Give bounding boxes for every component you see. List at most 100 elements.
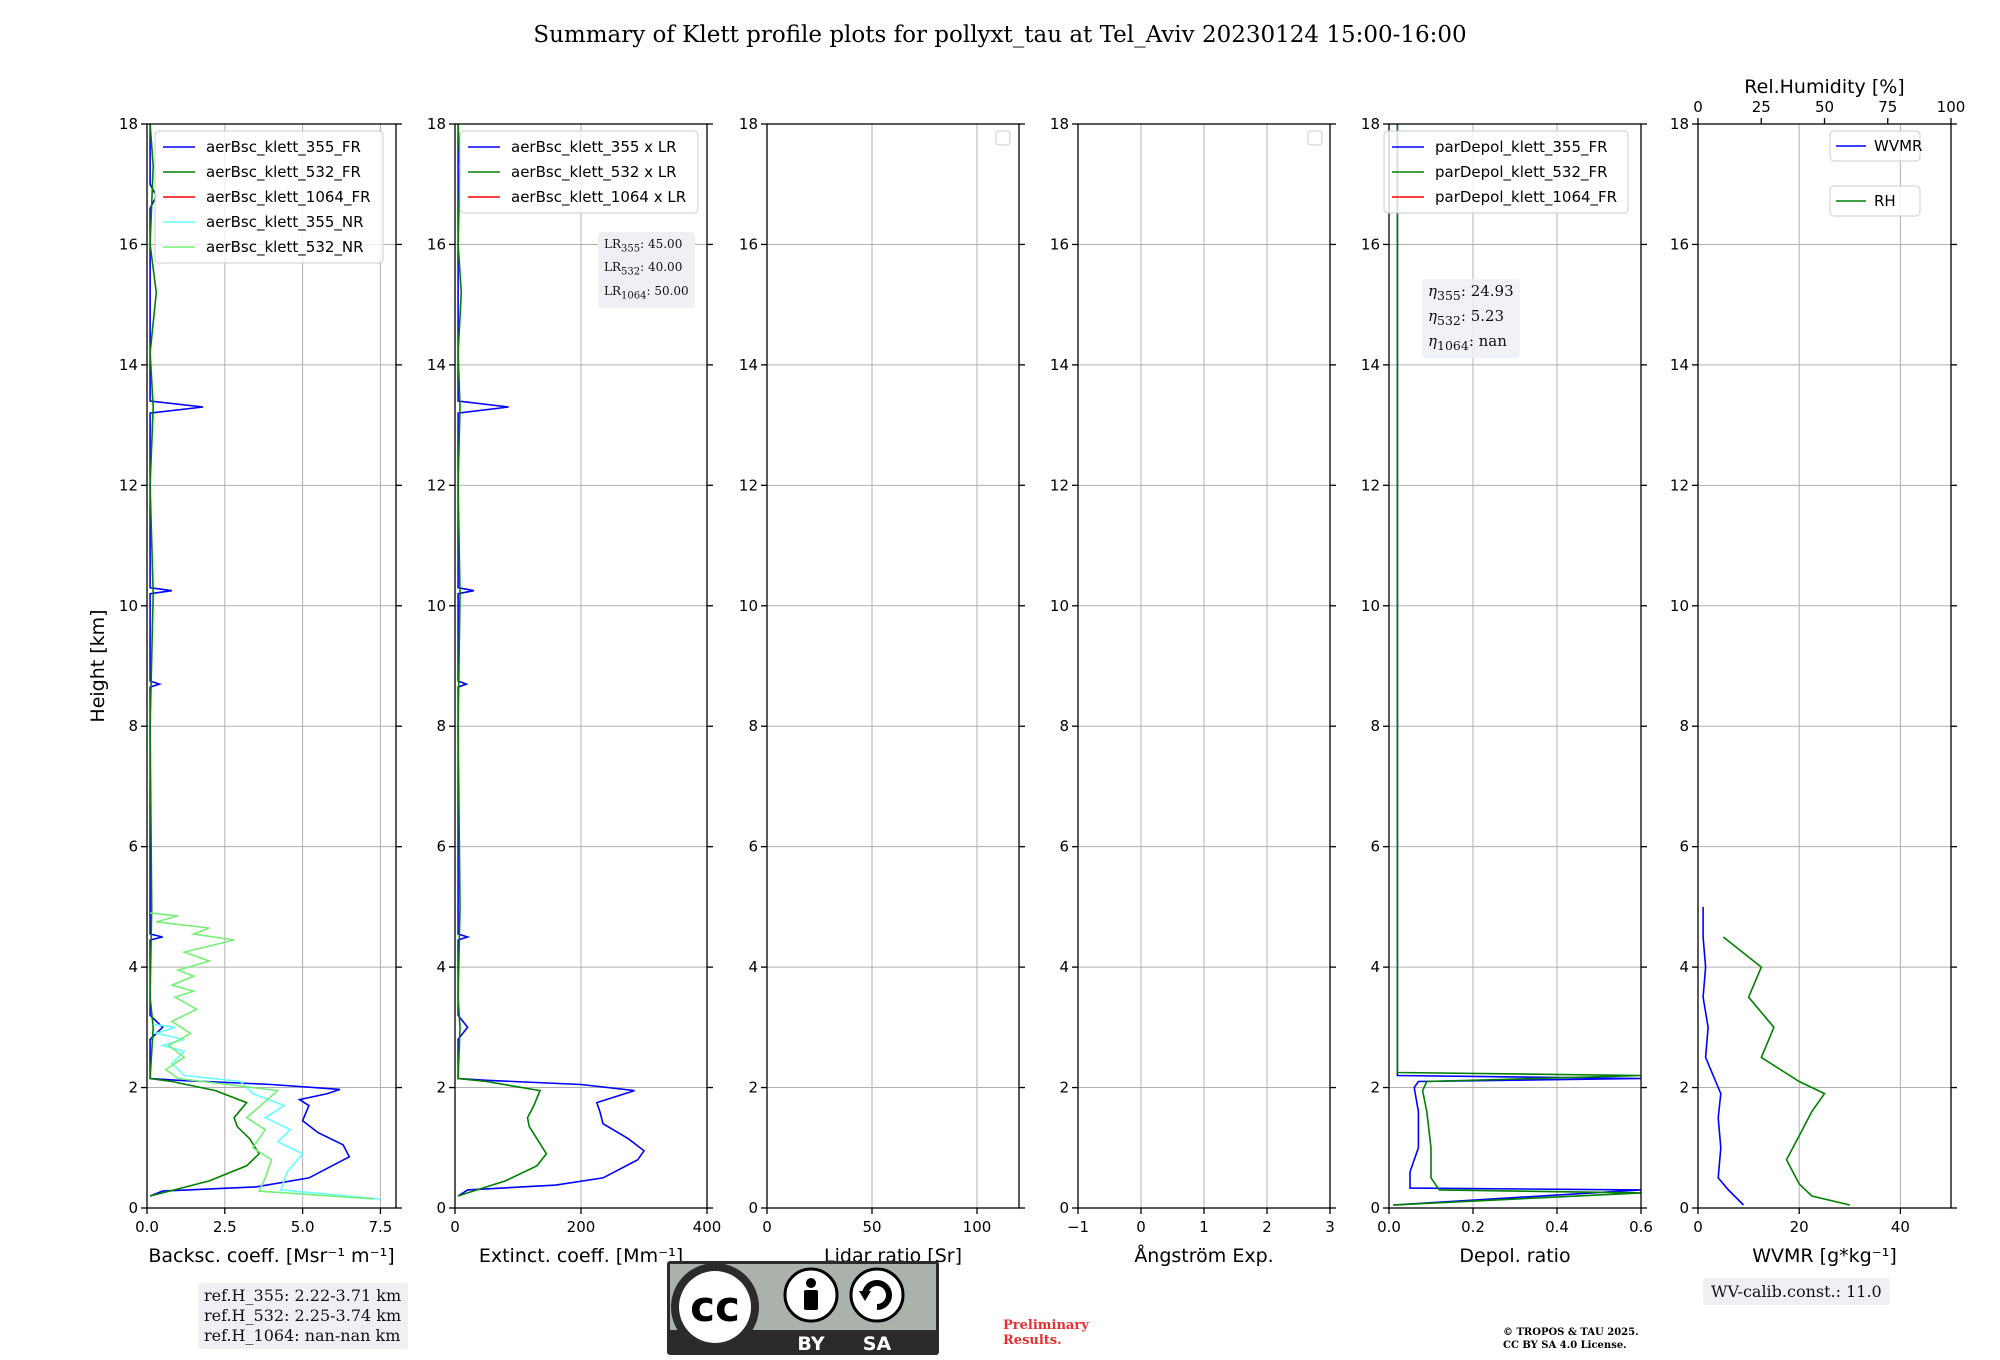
x-tick-label: 0 — [1693, 1218, 1703, 1236]
legend-box — [1383, 130, 1629, 214]
ref-height-355: ref.H_355: 2.22-3.71 km — [204, 1286, 402, 1305]
x-tick-label: 2 — [1262, 1218, 1272, 1236]
x-tick-label: 5.0 — [291, 1218, 315, 1236]
x-tick-label: 400 — [693, 1218, 722, 1236]
cc-letters: cc — [690, 1282, 740, 1331]
x-tick-label: 0.0 — [1377, 1218, 1401, 1236]
legend-label: aerBsc_klett_355_NR — [206, 213, 364, 232]
copyright-line-2: CC BY SA 4.0 License. — [1503, 1340, 1627, 1351]
preliminary-note: Preliminary Results. — [1003, 1318, 1089, 1348]
y-tick-label: 16 — [1361, 235, 1380, 253]
ref-height-532: ref.H_532: 2.25-3.74 km — [204, 1306, 402, 1325]
y-tick-label: 8 — [128, 717, 138, 735]
panel-backscatter: 0 2 4 6 8 10 12 14 16 18 0.0 2.5 5.0 7.5 Backsc. coeff… — [87, 115, 402, 1267]
x-tick-label: 0.0 — [135, 1218, 159, 1236]
y-tick-label: 16 — [427, 235, 446, 253]
axes-frame — [1388, 123, 1642, 1209]
y-tick-label: 10 — [1670, 597, 1689, 615]
eta-532: η532: 5.23 — [1428, 307, 1505, 328]
legend-label: parDepol_klett_532_FR — [1435, 163, 1608, 182]
x-tick-label: 200 — [567, 1218, 596, 1236]
preliminary-line-2: Results. — [1003, 1333, 1062, 1348]
top-x-tick-label: 0 — [1693, 98, 1703, 116]
legend-box — [154, 130, 384, 264]
y-tick-label: 8 — [1059, 717, 1069, 735]
top-x-tick-label: 100 — [1937, 98, 1966, 116]
wv-calibration-box: WV-calib.const.: 11.0 — [1703, 1278, 1890, 1305]
eta-box: η355: 24.93 η532: 5.23 η1064: nan — [1422, 279, 1520, 358]
y-tick-label: 0 — [436, 1199, 446, 1217]
y-tick-label: 16 — [739, 235, 758, 253]
legend-label: aerBsc_klett_532_NR — [206, 238, 364, 257]
y-tick-label: 4 — [1370, 958, 1380, 976]
x-tick-label: 1 — [1199, 1218, 1209, 1236]
y-tick-label: 12 — [427, 476, 446, 494]
x-tick-label: 0.2 — [1461, 1218, 1485, 1236]
x-tick-label: 100 — [963, 1218, 992, 1236]
y-tick-label: 18 — [119, 115, 138, 133]
lr-532: LR532: 40.00 — [604, 260, 683, 278]
legend-label: parDepol_klett_1064_FR — [1435, 188, 1617, 207]
x-axis-label: Backsc. coeff. [Msr⁻¹ m⁻¹] — [148, 1245, 394, 1267]
x-axis-label: Depol. ratio — [1459, 1245, 1570, 1267]
x-tick-label: 0.4 — [1545, 1218, 1569, 1236]
cc-sa-label: SA — [863, 1333, 892, 1355]
lr-355: LR355: 45.00 — [604, 237, 683, 255]
eta-355: η355: 24.93 — [1428, 282, 1514, 303]
y-tick-label: 8 — [748, 717, 758, 735]
x-tick-label: 0 — [1136, 1218, 1146, 1236]
top-x-tick-label: 75 — [1878, 98, 1897, 116]
empty-legend — [1307, 130, 1323, 146]
y-tick-label: 16 — [1050, 235, 1069, 253]
x-tick-label: 7.5 — [369, 1218, 393, 1236]
x-tick-label: 20 — [1790, 1218, 1809, 1236]
y-tick-label: 8 — [436, 717, 446, 735]
y-tick-label: 2 — [1679, 1079, 1689, 1097]
y-tick-label: 16 — [119, 235, 138, 253]
legend-label: aerBsc_klett_1064 x LR — [511, 188, 686, 207]
legend-box — [1829, 130, 1921, 162]
y-tick-label: 4 — [436, 958, 446, 976]
y-tick-label: 12 — [1361, 476, 1380, 494]
series-aerBsc_klett_355_FR — [149, 124, 351, 1197]
reference-height-box: ref.H_355: 2.22-3.71 km ref.H_532: 2.25-… — [198, 1283, 408, 1349]
series-aerBsc_klett_532_NR — [150, 912, 375, 1200]
x-tick-label: −1 — [1067, 1218, 1089, 1236]
x-tick-label: 40 — [1891, 1218, 1910, 1236]
series-WVMR — [1702, 906, 1745, 1206]
legend-label: parDepol_klett_355_FR — [1435, 138, 1608, 157]
y-tick-label: 14 — [1361, 356, 1380, 374]
cc-license-badge: cc BY SA — [667, 1261, 939, 1355]
y-tick-label: 6 — [748, 838, 758, 856]
y-tick-label: 8 — [1679, 717, 1689, 735]
legend-label: aerBsc_klett_355_FR — [206, 138, 361, 157]
y-tick-label: 4 — [748, 958, 758, 976]
y-tick-label: 18 — [739, 115, 758, 133]
x-axis-label: Extinct. coeff. [Mm⁻¹] — [479, 1245, 683, 1267]
series-RH — [1722, 936, 1850, 1206]
axes-frame — [1697, 123, 1952, 1209]
y-tick-label: 12 — [119, 476, 138, 494]
empty-legend — [995, 130, 1011, 146]
x-tick-label: 0 — [762, 1218, 772, 1236]
series-aerBsc_klett_355 x LR — [457, 124, 646, 1197]
x-tick-label: 0 — [450, 1218, 460, 1236]
preliminary-line-1: Preliminary — [1003, 1318, 1089, 1333]
y-tick-label: 14 — [1050, 356, 1069, 374]
legend-label: RH — [1874, 192, 1896, 210]
y-tick-label: 2 — [1370, 1079, 1380, 1097]
axes-frame — [766, 123, 1020, 1209]
y-tick-label: 6 — [128, 838, 138, 856]
y-tick-label: 2 — [748, 1079, 758, 1097]
y-tick-label: 0 — [748, 1199, 758, 1217]
legend-label: aerBsc_klett_1064_FR — [206, 188, 371, 207]
legend-label: aerBsc_klett_532_FR — [206, 163, 361, 182]
y-tick-label: 0 — [1679, 1199, 1689, 1217]
y-tick-label: 10 — [119, 597, 138, 615]
figure-title: Summary of Klett profile plots for polly… — [533, 22, 1467, 48]
x-axis-label: Ångström Exp. — [1134, 1244, 1273, 1267]
share-alike-icon — [849, 1267, 905, 1323]
lidar-ratio-box: LR355: 45.00 LR532: 40.00 LR1064: 50.00 — [598, 232, 695, 309]
y-tick-label: 16 — [1670, 235, 1689, 253]
